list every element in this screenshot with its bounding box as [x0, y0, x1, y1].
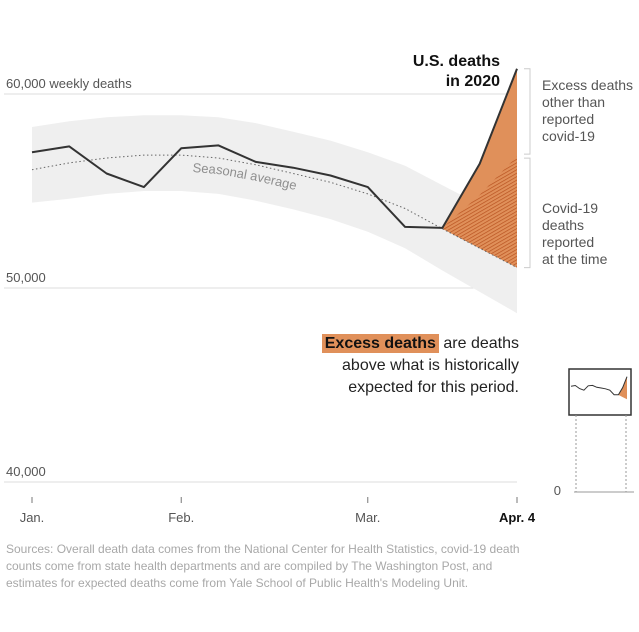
y-axis-labels: 60,000 weekly deaths 50,000 40,000: [6, 76, 132, 479]
seasonal-range-band: [32, 115, 517, 314]
inset-zero-label: 0: [554, 483, 561, 498]
legend-covid-line-4: at the time: [542, 251, 608, 267]
excess-deaths-highlight: Excess deaths: [321, 334, 439, 353]
x-tick-label-0: Jan.: [20, 510, 45, 525]
covid-reported-area: [442, 156, 517, 268]
legend-excess-other: Excess deaths other than reported covid-…: [542, 77, 633, 144]
legend-excess-other-line-1: Excess deaths: [542, 77, 633, 93]
legend-covid-line-1: Covid-19: [542, 200, 598, 216]
inset-deaths-line: [570, 376, 628, 396]
y-tick-label-0: 60,000 weekly deaths: [6, 76, 132, 91]
bracket-covid-reported: [524, 157, 531, 269]
note-line-1: Excess deaths are deaths: [300, 333, 519, 355]
note-text-1: are deaths: [443, 335, 519, 352]
legend-excess-other-line-3: reported: [542, 111, 594, 127]
legend-excess-other-line-4: covid-19: [542, 128, 595, 144]
chart-title: U.S. deaths in 2020: [413, 53, 500, 90]
note-line-3: expected for this period.: [348, 379, 519, 396]
bracket-excess-other: [524, 68, 531, 155]
x-tick-label-2: Mar.: [355, 510, 380, 525]
actual-deaths-line: [31, 68, 518, 229]
legend-covid-line-3: reported: [542, 234, 594, 250]
sources-note: Sources: Overall death data comes from t…: [6, 542, 520, 590]
legend-brackets: [524, 68, 531, 269]
x-tick-label-1: Feb.: [168, 510, 194, 525]
inset-overview: 0: [554, 368, 634, 498]
seasonal-average-line: [31, 154, 518, 269]
chart-title-line-2: in 2020: [446, 73, 500, 90]
gridlines: [4, 93, 517, 483]
y-tick-label-1: 50,000: [6, 270, 46, 285]
legend-excess-other-line-2: other than: [542, 94, 605, 110]
x-tick-label-3: Apr. 4: [499, 510, 536, 525]
legend-covid-line-2: deaths: [542, 217, 584, 233]
y-tick-label-2: 40,000: [6, 464, 46, 479]
chart-title-line-1: U.S. deaths: [413, 53, 500, 70]
note-line-2: above what is historically: [342, 357, 519, 374]
x-axis: Jan. Feb. Mar. Apr. 4: [20, 497, 536, 525]
legend-covid-reported: Covid-19 deaths reported at the time: [542, 200, 608, 267]
excess-deaths-note: Excess deaths are deaths above what is h…: [300, 333, 519, 399]
